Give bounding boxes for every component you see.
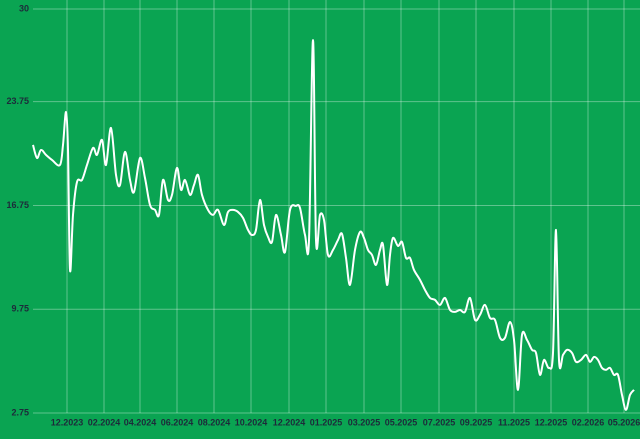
x-tick-label: 10.2024: [235, 417, 268, 427]
x-tick-label: 06.2024: [161, 417, 194, 427]
x-tick-label: 08.2024: [198, 417, 231, 427]
line: [32, 38, 635, 411]
x-tick-label: 12.2025: [535, 417, 568, 427]
y-tick-label: 16.75: [6, 200, 29, 210]
x-tick-label: 07.2025: [423, 417, 456, 427]
x-tick-label: 05.2026: [608, 417, 640, 427]
x-tick-label: 01.2025: [310, 417, 343, 427]
y-tick-label: 9.75: [11, 304, 29, 314]
x-tick-label: 03.2025: [348, 417, 381, 427]
y-tick-label: 23.75: [6, 96, 29, 106]
x-tick-label: 02.2024: [88, 417, 121, 427]
y-tick-label: 30: [19, 3, 29, 13]
x-tick-label: 11.2025: [498, 417, 530, 427]
x-tick-label: 12.2024: [273, 417, 306, 427]
x-tick-label: 12.2023: [51, 417, 84, 427]
x-tick-label: 04.2024: [124, 417, 157, 427]
x-tick-label: 09.2025: [460, 417, 493, 427]
x-tick-label: 02.2026: [572, 417, 605, 427]
x-tick-label: 05.2025: [385, 417, 418, 427]
y-tick-label: 2.75: [11, 407, 29, 417]
